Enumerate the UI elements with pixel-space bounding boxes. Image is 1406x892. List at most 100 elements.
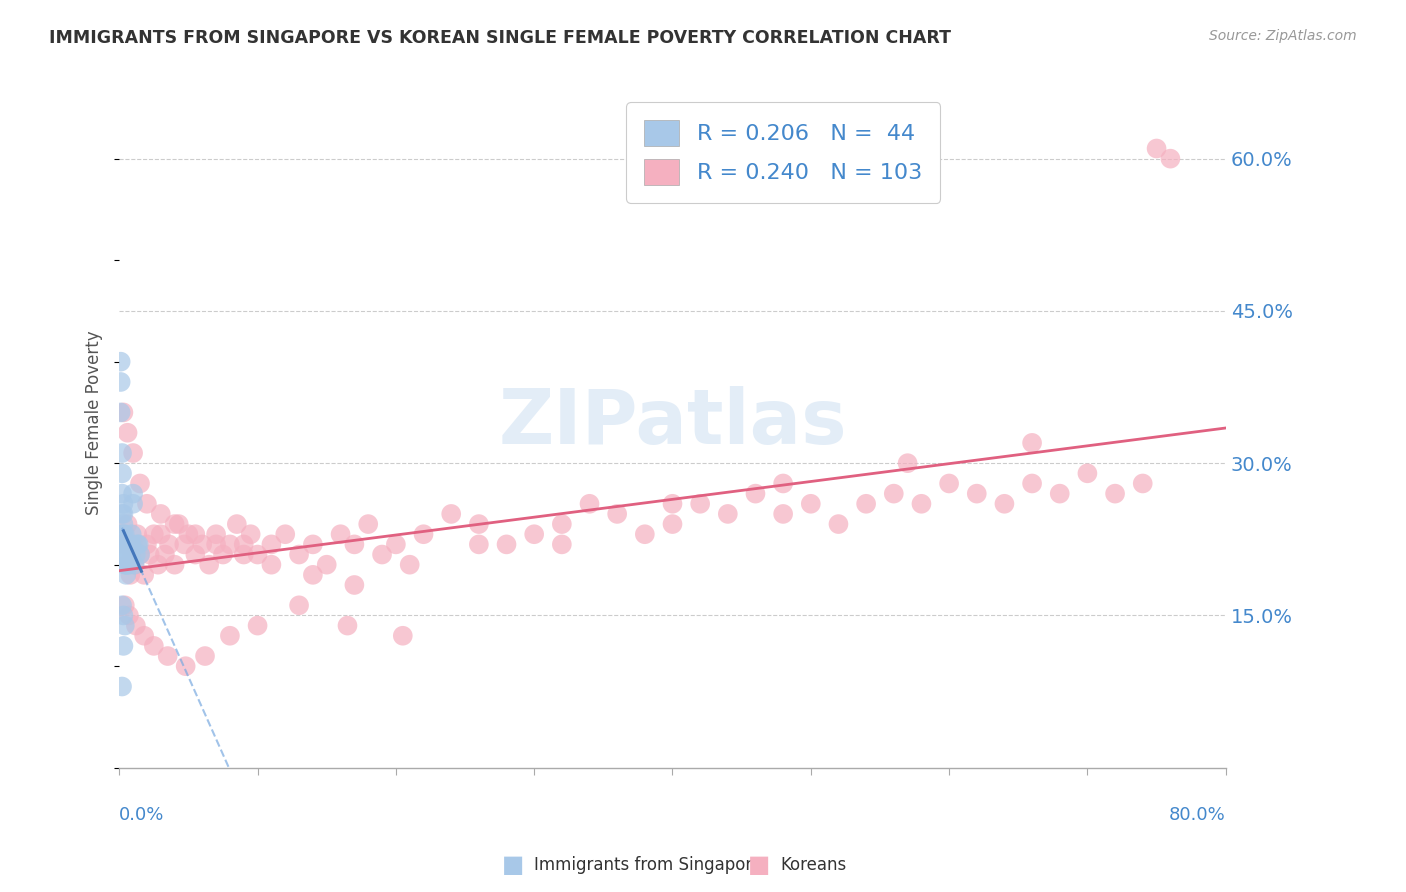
Point xyxy=(661,497,683,511)
Point xyxy=(661,517,683,532)
Point xyxy=(440,507,463,521)
Point xyxy=(149,507,172,521)
Point xyxy=(115,537,138,551)
Point xyxy=(117,537,139,551)
Point xyxy=(302,567,325,582)
Point xyxy=(112,608,135,623)
Legend: R = 0.206   N =  44, R = 0.240   N = 103: R = 0.206 N = 44, R = 0.240 N = 103 xyxy=(626,103,941,202)
Point xyxy=(174,659,197,673)
Text: 80.0%: 80.0% xyxy=(1168,805,1226,823)
Y-axis label: Single Female Poverty: Single Female Poverty xyxy=(86,330,103,515)
Point xyxy=(124,558,146,572)
Point xyxy=(288,548,311,562)
Point xyxy=(883,486,905,500)
Point xyxy=(288,599,311,613)
Point xyxy=(495,537,517,551)
Text: ZIPatlas: ZIPatlas xyxy=(498,385,846,459)
Point xyxy=(111,446,134,460)
Point xyxy=(163,517,186,532)
Point xyxy=(129,476,152,491)
Point xyxy=(114,537,136,551)
Point xyxy=(744,486,766,500)
Point xyxy=(225,517,247,532)
Point xyxy=(110,354,132,368)
Text: ■: ■ xyxy=(502,854,524,877)
Point xyxy=(115,548,138,562)
Point xyxy=(772,476,794,491)
Point xyxy=(177,527,200,541)
Text: Immigrants from Singapore: Immigrants from Singapore xyxy=(534,856,762,874)
Point xyxy=(136,497,159,511)
Point xyxy=(184,548,207,562)
Point xyxy=(111,527,134,541)
Point xyxy=(205,527,228,541)
Point xyxy=(129,548,152,562)
Point xyxy=(232,537,254,551)
Point xyxy=(121,548,143,562)
Point xyxy=(142,527,165,541)
Point xyxy=(156,648,179,663)
Point xyxy=(385,537,408,551)
Point xyxy=(523,527,546,541)
Point xyxy=(246,548,269,562)
Point xyxy=(111,507,134,521)
Point xyxy=(112,548,135,562)
Point xyxy=(827,517,849,532)
Point xyxy=(117,558,139,572)
Point xyxy=(205,537,228,551)
Point xyxy=(118,548,141,562)
Point xyxy=(112,527,135,541)
Point xyxy=(1146,141,1168,155)
Point xyxy=(146,558,169,572)
Point xyxy=(118,608,141,623)
Point xyxy=(111,680,134,694)
Point xyxy=(1021,476,1043,491)
Point xyxy=(120,548,142,562)
Point xyxy=(606,507,628,521)
Point xyxy=(993,497,1015,511)
Point xyxy=(118,537,141,551)
Point xyxy=(184,527,207,541)
Point xyxy=(153,548,176,562)
Point xyxy=(173,537,195,551)
Point xyxy=(329,527,352,541)
Point xyxy=(689,497,711,511)
Point xyxy=(112,405,135,419)
Point xyxy=(855,497,877,511)
Point xyxy=(142,639,165,653)
Point xyxy=(343,537,366,551)
Point xyxy=(194,648,217,663)
Point xyxy=(117,425,139,440)
Point xyxy=(112,507,135,521)
Point xyxy=(212,548,235,562)
Point xyxy=(114,527,136,541)
Point xyxy=(111,467,134,481)
Point xyxy=(114,558,136,572)
Point xyxy=(134,567,156,582)
Point xyxy=(938,476,960,491)
Point xyxy=(134,629,156,643)
Point xyxy=(897,456,920,470)
Point xyxy=(114,599,136,613)
Point xyxy=(127,537,149,551)
Point xyxy=(110,405,132,419)
Point xyxy=(118,558,141,572)
Point xyxy=(551,517,574,532)
Point xyxy=(910,497,932,511)
Point xyxy=(966,486,988,500)
Point xyxy=(578,497,600,511)
Point xyxy=(551,537,574,551)
Point xyxy=(336,618,359,632)
Text: 0.0%: 0.0% xyxy=(120,805,165,823)
Point xyxy=(219,537,242,551)
Point xyxy=(232,548,254,562)
Point xyxy=(121,527,143,541)
Point xyxy=(110,375,132,389)
Point xyxy=(398,558,420,572)
Point xyxy=(163,558,186,572)
Point xyxy=(129,548,152,562)
Point xyxy=(112,537,135,551)
Point xyxy=(124,558,146,572)
Point xyxy=(1021,435,1043,450)
Point xyxy=(122,446,145,460)
